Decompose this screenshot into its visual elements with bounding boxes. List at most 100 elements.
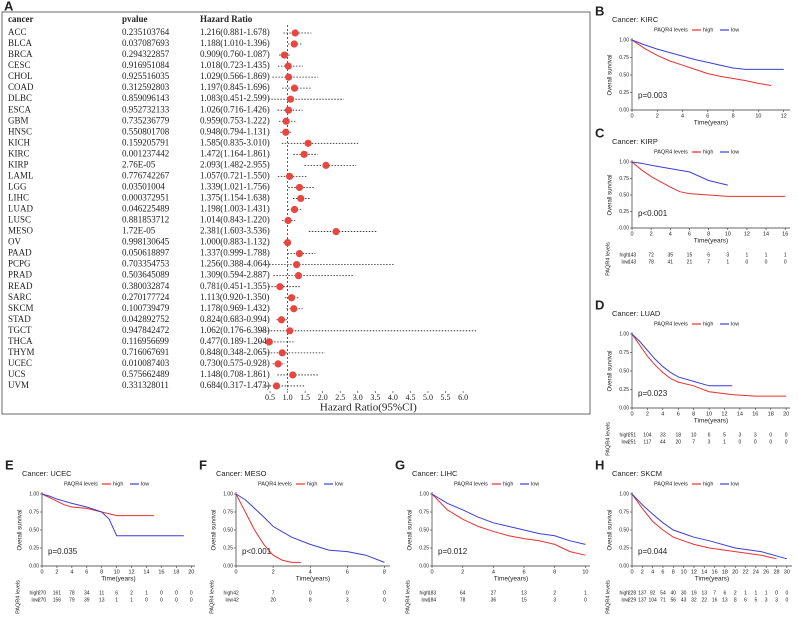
survival-curve	[41, 493, 184, 537]
risk-count: 16	[712, 597, 718, 603]
risk-count: 3	[765, 597, 768, 603]
x-tick-label: 6	[688, 231, 691, 237]
p-value: p=0.035	[48, 547, 78, 556]
y-tick-label: 0.50	[619, 72, 629, 78]
y-tick-label: 0.50	[223, 527, 233, 533]
x-tick-label: 8	[672, 569, 675, 575]
risk-count: 1	[723, 439, 726, 445]
y-axis-title: Overall survival	[18, 509, 24, 550]
risk-count: 0	[309, 590, 312, 596]
risk-count: 1	[765, 590, 768, 596]
x-tick-label: 2	[641, 569, 644, 575]
x-tick-label: 4	[661, 411, 664, 417]
hr-label: 1.062(0.176-6.398)	[200, 325, 270, 335]
x-tick-label: 5.5	[441, 393, 451, 402]
x-tick-label: 8	[383, 569, 386, 575]
x-tick-label: 0	[430, 569, 433, 575]
pvalue-label: 0.859096143	[122, 93, 170, 103]
risk-count: 1	[115, 597, 118, 603]
risk-count: 143	[628, 252, 637, 258]
survival-curve	[631, 333, 733, 387]
hr-point	[284, 62, 292, 70]
cancer-label: BLCA	[8, 38, 33, 48]
cancer-label: PCPG	[8, 259, 31, 269]
panel-title: Cancer: LIHC	[412, 469, 458, 478]
x-tick-label: 12	[744, 231, 750, 237]
risk-count: 15	[687, 252, 693, 258]
risk-count: 56	[671, 597, 677, 603]
risk-count: 1	[765, 252, 768, 258]
hr-point	[292, 261, 301, 269]
pvalue-label: 0.380032874	[122, 281, 170, 291]
risk-count: 0	[383, 597, 386, 603]
risk-row-label: low	[31, 597, 39, 603]
x-tick-label: 10	[582, 569, 588, 575]
pvalue-label: 0.037087693	[122, 38, 170, 48]
x-tick-label: 16	[158, 569, 164, 575]
risk-count: 7	[272, 590, 275, 596]
risk-count: 270	[38, 590, 47, 596]
hr-label: 1.216(0.881-1.678)	[200, 27, 270, 37]
x-tick-label: 16	[712, 569, 718, 575]
panel-title: Cancer: SKCM	[612, 469, 662, 478]
risk-count: 64	[460, 590, 466, 596]
x-tick-label: 2.5	[335, 393, 345, 402]
x-tick-label: 10	[681, 569, 687, 575]
cancer-label: OV	[8, 237, 21, 247]
risk-count: 0	[784, 259, 787, 265]
risk-count: 251	[628, 432, 637, 438]
x-tick-label: 6.0	[458, 393, 468, 402]
risk-count: 42	[233, 590, 239, 596]
hr-label: 1.026(0.716-1.426)	[200, 104, 270, 114]
cancer-label: SARC	[8, 292, 32, 302]
legend-title: PAQR4 levels	[258, 481, 292, 487]
risk-count: 137	[638, 590, 647, 596]
x-tick-label: 10	[706, 411, 712, 417]
panel-letter: D	[595, 297, 604, 312]
risk-count: 41	[668, 259, 674, 265]
risk-count: 36	[491, 597, 497, 603]
risk-count: 0	[160, 590, 163, 596]
x-tick-label: 6	[677, 411, 680, 417]
survival-curve	[631, 493, 787, 560]
cancer-label: LUAD	[8, 204, 33, 214]
x-tick-label: 6	[523, 569, 526, 575]
x-tick-label: 6	[706, 113, 709, 119]
hr-label: 1.014(0.843-1.220)	[200, 215, 270, 225]
pvalue-label: 0.550801708	[122, 126, 170, 136]
cancer-label: UCS	[8, 369, 26, 379]
risk-count: 156	[53, 597, 62, 603]
x-axis-title: Time(years)	[695, 576, 729, 583]
y-tick-label: 1.00	[419, 491, 429, 497]
risk-count: 0	[383, 590, 386, 596]
pvalue-label: 0.925516035	[122, 71, 170, 81]
y-tick-label: 0.00	[619, 405, 629, 411]
p-value: p=0.012	[438, 547, 468, 556]
hr-point	[282, 117, 290, 125]
pvalue-label: 0.998130645	[122, 237, 170, 247]
x-tick-label: 2	[461, 569, 464, 575]
pvalue-label: 0.735236779	[122, 115, 170, 125]
hr-point	[297, 194, 305, 203]
risk-count: 0	[785, 439, 788, 445]
x-tick-label: 0	[630, 569, 633, 575]
y-tick-label: 0.75	[29, 509, 39, 515]
hr-point	[282, 128, 290, 136]
x-tick-label: 1.0	[283, 393, 293, 402]
hr-point	[285, 73, 293, 81]
cancer-label: KICH	[8, 137, 30, 147]
risk-count: 3	[346, 597, 349, 603]
risk-count: 7	[713, 590, 716, 596]
risk-count: 0	[769, 439, 772, 445]
panel-letter: B	[595, 3, 604, 18]
hr-label: 1.472(1.164-1.861)	[200, 148, 270, 158]
x-tick-label: 20	[732, 569, 738, 575]
cancer-label: DLBC	[8, 93, 32, 103]
cancer-label: CHOL	[8, 71, 33, 81]
y-tick-label: 0.00	[619, 107, 629, 113]
risk-count: 11	[99, 590, 104, 596]
risk-count: 2	[553, 590, 556, 596]
risk-row-label: high	[420, 590, 430, 596]
pvalue-label: 0.916951084	[122, 60, 170, 70]
risk-count: 2	[130, 590, 133, 596]
